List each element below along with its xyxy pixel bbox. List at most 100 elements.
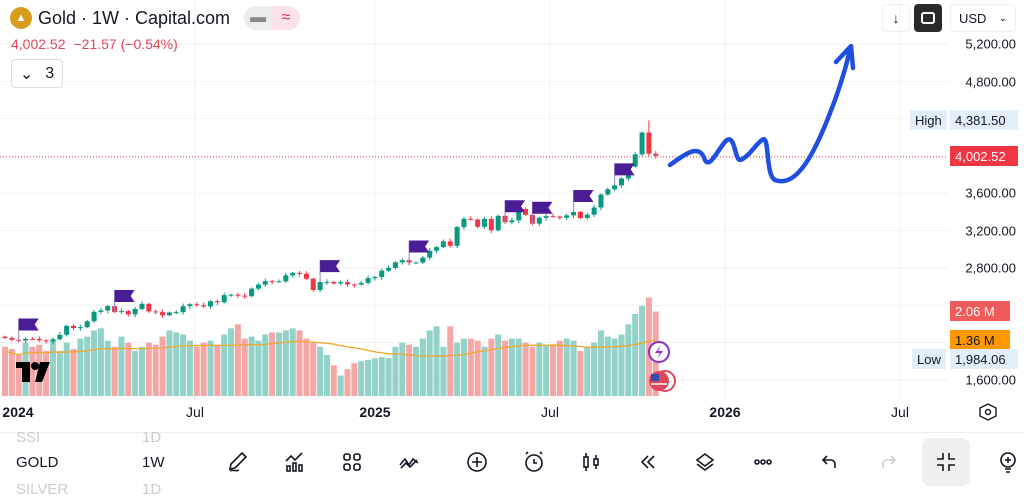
volume-bar: [529, 346, 536, 396]
indicators-button[interactable]: [278, 445, 312, 479]
volume-bar: [111, 346, 118, 396]
quote: 4,002.52 −21.57 (−0.54%): [11, 36, 186, 52]
currency-select[interactable]: USD ⌄: [950, 4, 1016, 32]
volume-bar: [2, 346, 8, 396]
candle-body: [543, 216, 549, 218]
volume-bar: [310, 342, 317, 396]
volume-bar: [323, 355, 330, 396]
volume-bar: [221, 334, 228, 396]
chevron-down-icon: ⌄: [998, 12, 1007, 24]
candle-body: [379, 270, 385, 277]
volume-bar: [536, 342, 543, 396]
status-pill[interactable]: ▬ ≈: [244, 6, 301, 30]
candles: [2, 120, 659, 345]
volume-bar: [173, 332, 180, 396]
candle-body: [331, 281, 337, 284]
chevron-down-icon: ⌄: [19, 65, 34, 83]
low-label: Low: [912, 349, 946, 369]
candle-body: [392, 262, 398, 268]
layouts-button[interactable]: [335, 445, 369, 479]
volume-bar: [180, 334, 187, 396]
candle-body: [454, 227, 460, 246]
idea-button[interactable]: [991, 445, 1024, 479]
collapse-button[interactable]: [922, 438, 970, 486]
layers-button[interactable]: [688, 445, 722, 479]
indicators-toggle[interactable]: ⌄ 3: [11, 59, 63, 88]
layers-icon: [695, 453, 715, 471]
collapse-icon: [937, 453, 955, 471]
candle-body: [516, 208, 522, 221]
event-flag-icon[interactable]: [18, 318, 39, 341]
candle-body: [276, 281, 282, 283]
candle-body: [91, 311, 97, 322]
replay-button[interactable]: [631, 445, 665, 479]
candle-body: [132, 308, 138, 315]
redo-button[interactable]: [871, 445, 905, 479]
undo-button[interactable]: [813, 445, 847, 479]
us-flag-icon[interactable]: [649, 370, 676, 392]
symbol-title[interactable]: Gold · 1W · Capital.com: [38, 7, 231, 28]
candle-body: [571, 211, 577, 216]
volume-bar: [618, 334, 625, 396]
volume-bar: [139, 346, 145, 396]
event-flag-icon[interactable]: [504, 200, 526, 223]
candle-body: [577, 211, 583, 219]
volume-bar: [371, 358, 378, 396]
watchlist-item[interactable]: SSI 1D: [16, 429, 161, 446]
settings-icon[interactable]: [979, 403, 997, 421]
volume-bar: [255, 340, 262, 396]
candle-body: [420, 257, 426, 263]
volume-bar: [97, 328, 104, 396]
watchlist-item-selected[interactable]: GOLD 1W: [16, 454, 165, 471]
candle-body: [598, 194, 604, 208]
candles-button[interactable]: [574, 445, 608, 479]
volume-bar: [481, 346, 488, 396]
candle-body: [187, 304, 193, 307]
event-flag-icon[interactable]: [319, 260, 341, 283]
volume-bar: [159, 336, 166, 396]
market-closed-icon: ▬: [244, 6, 273, 30]
candle-body: [139, 303, 145, 309]
last-price: 4,002.52: [11, 36, 66, 52]
candle-body: [180, 306, 186, 313]
volume-bar: [625, 324, 632, 396]
fullscreen-button[interactable]: [914, 4, 942, 32]
candles-icon: [583, 453, 599, 471]
more-button[interactable]: [746, 445, 780, 479]
symbol-header[interactable]: ▲ Gold · 1W · Capital.com ▬ ≈: [10, 6, 301, 30]
event-flag-icon[interactable]: [114, 290, 135, 313]
candle-body: [468, 218, 474, 220]
price-chart[interactable]: [0, 0, 1024, 432]
add-icon: [467, 452, 487, 472]
candle-body: [283, 275, 289, 282]
candle-body: [194, 304, 200, 306]
volume-bar: [570, 340, 577, 396]
candle-body: [488, 218, 494, 231]
watchlist-symbol: SSI: [16, 429, 41, 446]
hand-drawn-arrow[interactable]: [667, 43, 856, 184]
volume-bar: [488, 338, 495, 396]
event-flag-icon[interactable]: [614, 163, 635, 186]
lightning-icon[interactable]: [648, 341, 670, 363]
volume-bar: [639, 305, 646, 396]
candle-body: [166, 312, 172, 316]
pencil-button[interactable]: [221, 445, 255, 479]
candle-body: [440, 241, 446, 248]
volume-bar: [228, 328, 235, 396]
candle-body: [105, 306, 111, 311]
pencil-icon: [228, 451, 248, 472]
alert-button[interactable]: [517, 445, 551, 479]
add-button[interactable]: [460, 445, 494, 479]
download-button[interactable]: ↓: [882, 4, 910, 32]
patterns-button[interactable]: [392, 445, 426, 479]
idea-icon: [1000, 452, 1016, 473]
candle-body: [153, 311, 159, 313]
candle-body: [146, 303, 152, 312]
event-flag-icon[interactable]: [531, 201, 553, 224]
candle-body: [221, 295, 227, 303]
candle-body: [2, 336, 8, 338]
candle-body: [413, 262, 419, 264]
event-flag-icon[interactable]: [408, 240, 430, 263]
volume-bar: [289, 328, 296, 396]
event-flag-icon[interactable]: [573, 189, 594, 212]
